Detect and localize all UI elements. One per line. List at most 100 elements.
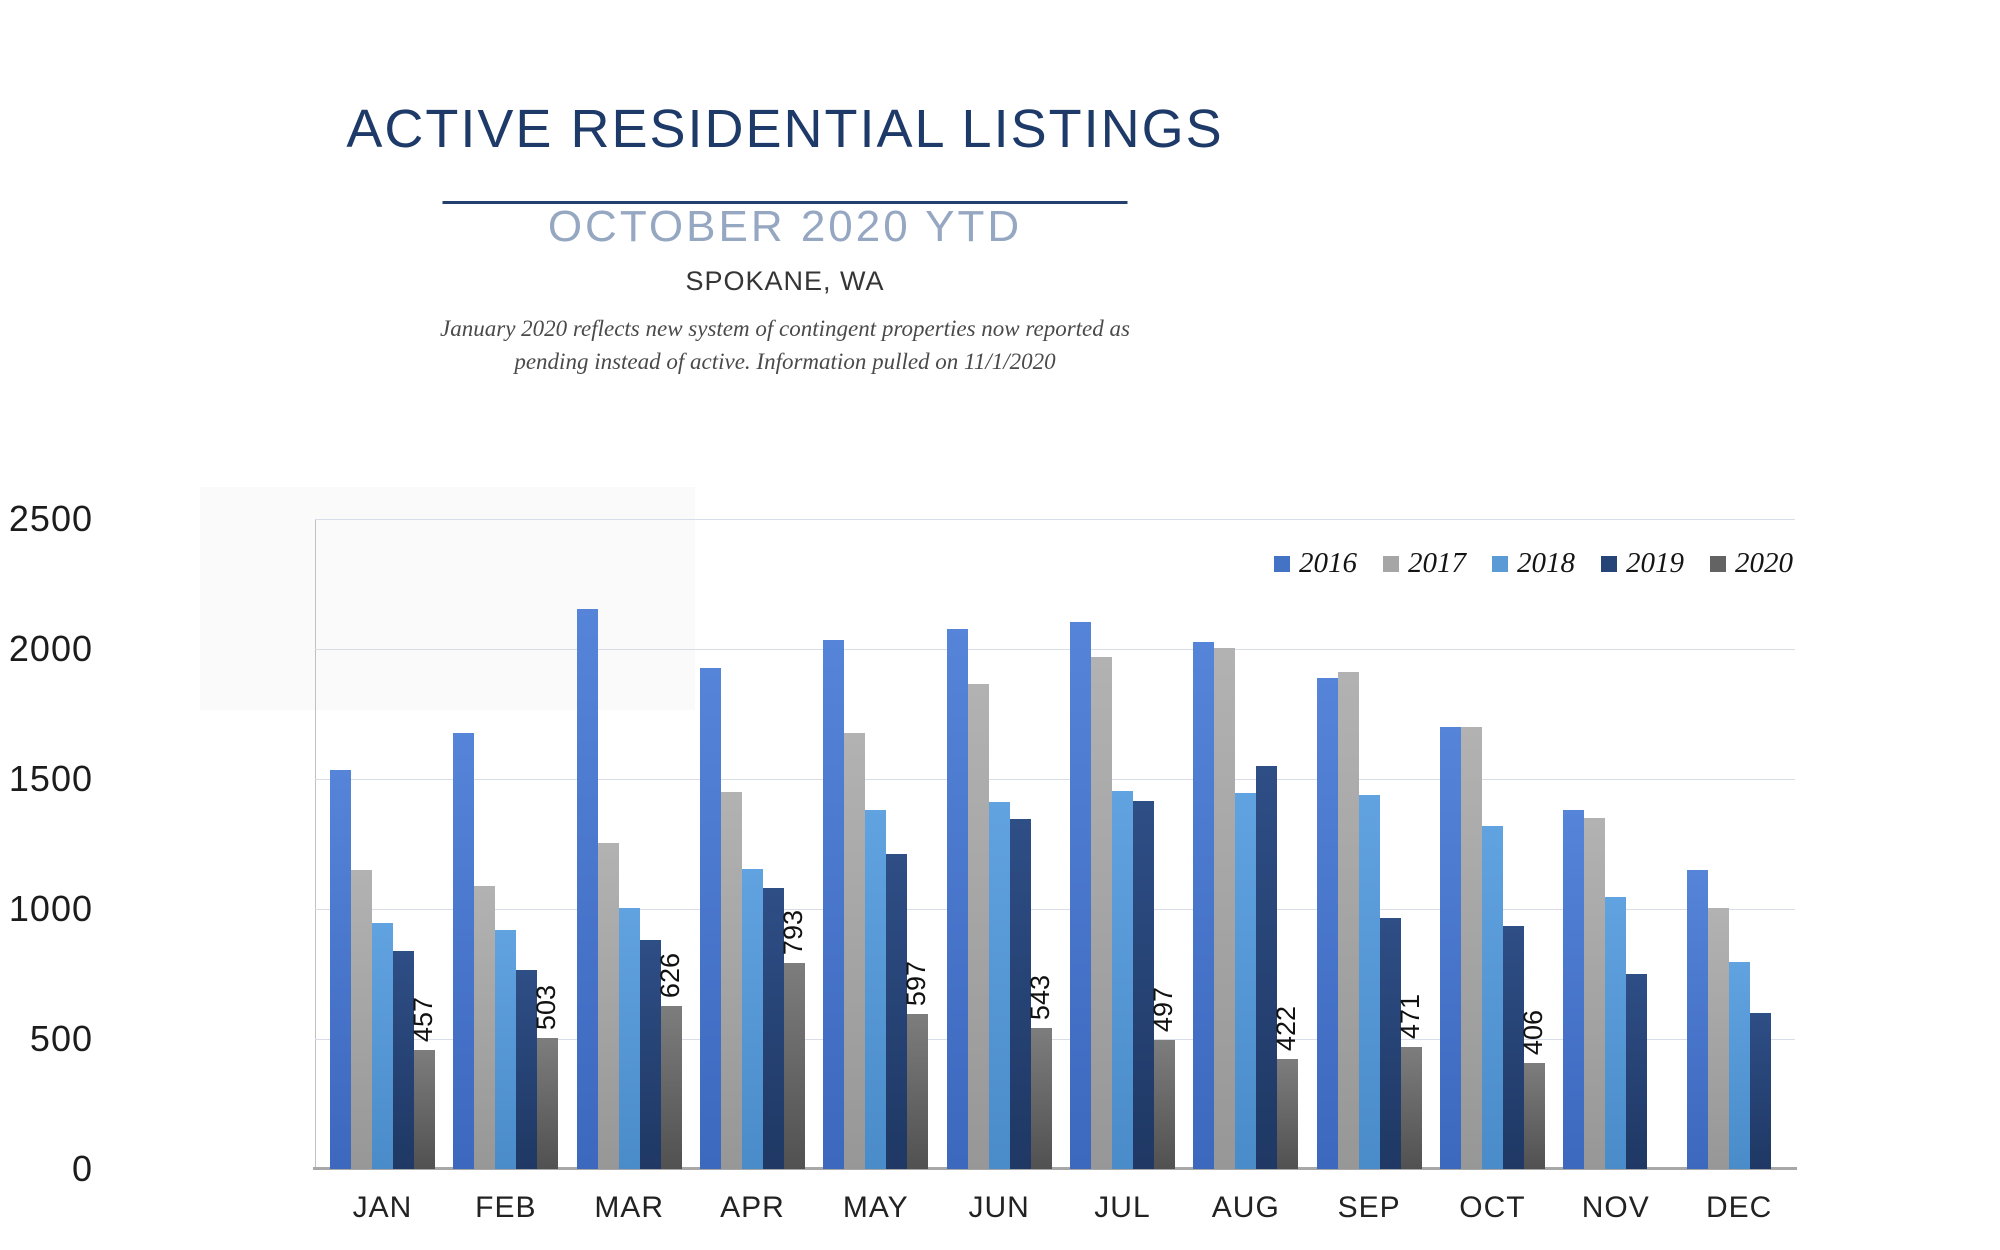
bar-2020-oct bbox=[1523, 1063, 1545, 1169]
bar-slot-2016-dec bbox=[1686, 519, 1708, 1169]
footnote-line-1: January 2020 reflects new system of cont… bbox=[440, 316, 1130, 341]
legend-item-2020: 2020 bbox=[1710, 547, 1793, 580]
bar-2016-jul bbox=[1069, 622, 1091, 1169]
bar-slot-2019-aug bbox=[1256, 519, 1278, 1169]
legend-label-2018: 2018 bbox=[1517, 547, 1575, 579]
bar-slot-2019-oct bbox=[1502, 519, 1524, 1169]
bar-slot-2017-sep bbox=[1337, 519, 1359, 1169]
data-label-2020-feb: 503 bbox=[531, 984, 562, 1030]
bar-2020-mar bbox=[660, 1006, 682, 1169]
legend-item-2016: 2016 bbox=[1274, 547, 1357, 580]
bar-slot-2016-aug bbox=[1193, 519, 1215, 1169]
bar-slot-2020-feb: 503 bbox=[531, 519, 561, 1169]
y-tick-500: 500 bbox=[29, 1018, 93, 1059]
legend-item-2018: 2018 bbox=[1492, 547, 1575, 580]
bar-slot-2019-may bbox=[886, 519, 908, 1169]
bar-2018-jul bbox=[1111, 791, 1133, 1169]
bar-2019-sep bbox=[1379, 918, 1401, 1169]
x-label-jan: JAN bbox=[352, 1191, 413, 1224]
legend-label-2019: 2019 bbox=[1626, 547, 1684, 579]
bar-2020-jan bbox=[414, 1050, 435, 1169]
bar-2020-may bbox=[907, 1014, 929, 1169]
bar-2018-sep bbox=[1358, 795, 1380, 1169]
location-label: SPOKANE, WA bbox=[685, 266, 885, 296]
bar-slot-2018-sep bbox=[1358, 519, 1380, 1169]
x-label-feb: FEB bbox=[475, 1191, 537, 1224]
data-label-2020-mar: 626 bbox=[654, 952, 685, 998]
bar-slot-2016-may bbox=[823, 519, 845, 1169]
x-label-sep: SEP bbox=[1337, 1191, 1401, 1224]
y-tick-1000: 1000 bbox=[8, 888, 93, 929]
bar-group-jan: 457 JAN bbox=[315, 519, 438, 1224]
bar-slot-2016-apr bbox=[699, 519, 721, 1169]
legend-swatch-icon-2020 bbox=[1710, 555, 1726, 572]
page-title: ACTIVE RESIDENTIAL LISTINGS bbox=[346, 99, 1224, 159]
bar-slot-2018-nov bbox=[1605, 519, 1627, 1169]
x-label-oct: OCT bbox=[1459, 1191, 1526, 1224]
data-label-2020-may: 597 bbox=[901, 960, 932, 1006]
bar-slot-2020-jan: 457 bbox=[408, 519, 438, 1169]
legend-label-2016: 2016 bbox=[1299, 547, 1357, 579]
bar-2016-feb bbox=[453, 733, 475, 1169]
bar-slot-2016-oct bbox=[1439, 519, 1461, 1169]
bar-group-dec: DEC bbox=[1672, 519, 1795, 1224]
bar-2018-oct bbox=[1481, 826, 1503, 1169]
bar-slot-2019-jul bbox=[1132, 519, 1154, 1169]
legend-swatch-icon-2017 bbox=[1383, 555, 1399, 572]
bar-slot-2020-sep: 471 bbox=[1395, 519, 1425, 1169]
bar-slot-2017-aug bbox=[1214, 519, 1236, 1169]
bar-slot-2019-mar bbox=[639, 519, 661, 1169]
bar-slot-2019-apr bbox=[762, 519, 784, 1169]
y-axis-line bbox=[315, 519, 316, 1169]
bar-slot-2016-feb bbox=[453, 519, 475, 1169]
legend-swatch-icon-2019 bbox=[1601, 555, 1617, 572]
gridline-1000 bbox=[315, 908, 1795, 910]
bar-2017-oct bbox=[1460, 727, 1482, 1169]
bar-slot-2020-oct: 406 bbox=[1518, 519, 1548, 1169]
bar-2017-apr bbox=[720, 792, 742, 1169]
bar-slot-2019-dec bbox=[1749, 519, 1771, 1169]
bar-slot-2017-may bbox=[844, 519, 866, 1169]
bar-groups: 457 JAN 503 FEB 626 MAR 793 APR 597 MAY 543 JUN 497 J… bbox=[315, 519, 1795, 1224]
bar-group-mar: 626 MAR bbox=[562, 519, 685, 1224]
bar-2018-aug bbox=[1235, 793, 1257, 1169]
data-label-2020-sep: 471 bbox=[1394, 993, 1425, 1039]
bar-2019-oct bbox=[1502, 926, 1524, 1169]
bar-2018-nov bbox=[1605, 897, 1627, 1169]
bar-slot-2016-jun bbox=[946, 519, 968, 1169]
bar-2020-feb bbox=[537, 1038, 559, 1169]
bar-group-jul: 497 JUL bbox=[1055, 519, 1178, 1224]
bar-slot-2018-may bbox=[865, 519, 887, 1169]
bar-slot-2019-jun bbox=[1009, 519, 1031, 1169]
bar-2019-jul bbox=[1132, 801, 1154, 1169]
bar-group-oct: 406 OCT bbox=[1425, 519, 1548, 1224]
bar-2016-may bbox=[823, 640, 845, 1169]
bar-2016-dec bbox=[1686, 870, 1708, 1169]
bar-slot-2020-apr: 793 bbox=[778, 519, 808, 1169]
bar-slot-2018-mar bbox=[618, 519, 640, 1169]
bar-2016-jun bbox=[946, 629, 968, 1169]
y-tick-0: 0 bbox=[71, 1148, 93, 1189]
bar-slot-2016-jul bbox=[1069, 519, 1091, 1169]
legend-item-2019: 2019 bbox=[1601, 547, 1684, 580]
bar-slot-2020-jun: 543 bbox=[1025, 519, 1055, 1169]
bar-slot-2019-sep bbox=[1379, 519, 1401, 1169]
x-label-nov: NOV bbox=[1581, 1191, 1650, 1224]
legend-item-2017: 2017 bbox=[1383, 547, 1466, 580]
bar-2019-jan bbox=[393, 951, 414, 1169]
y-tick-1500: 1500 bbox=[8, 758, 93, 799]
bar-group-apr: 793 APR bbox=[685, 519, 808, 1224]
gridline-2500 bbox=[315, 518, 1795, 520]
bar-2016-aug bbox=[1193, 642, 1215, 1169]
bar-slot-2020-jul: 497 bbox=[1148, 519, 1178, 1169]
data-label-2020-jul: 497 bbox=[1147, 986, 1178, 1032]
data-label-2020-jun: 543 bbox=[1024, 974, 1055, 1020]
bar-2017-dec bbox=[1707, 908, 1729, 1169]
bar-slot-2019-jan bbox=[393, 519, 414, 1169]
title-underline bbox=[442, 201, 1128, 204]
data-label-2020-oct: 406 bbox=[1517, 1009, 1548, 1055]
bar-slot-2018-jul bbox=[1111, 519, 1133, 1169]
bar-2017-mar bbox=[597, 843, 619, 1169]
bar-slot-2017-jun bbox=[967, 519, 989, 1169]
bar-2016-jan bbox=[330, 770, 351, 1169]
